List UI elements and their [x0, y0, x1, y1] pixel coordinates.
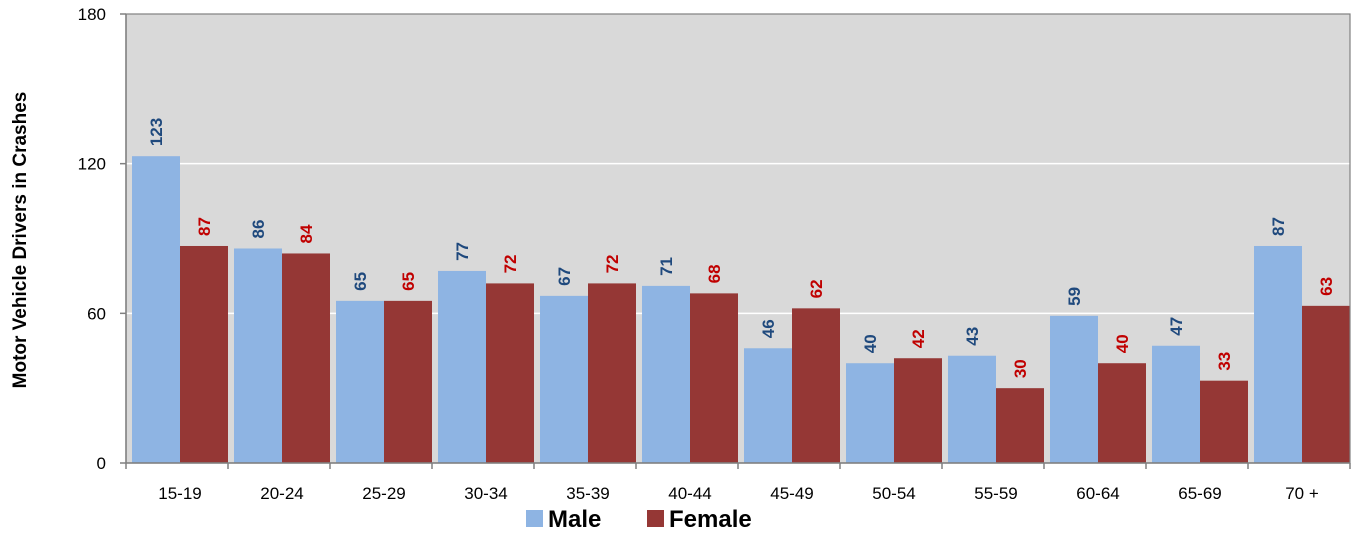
data-label-female: 40	[1113, 334, 1132, 353]
bar-female	[384, 300, 432, 463]
bar-male	[540, 295, 588, 463]
data-label-male: 123	[147, 118, 166, 146]
data-label-male: 65	[351, 272, 370, 291]
data-label-male: 87	[1269, 217, 1288, 236]
x-tick-label: 55-59	[974, 484, 1017, 503]
bar-female	[1200, 380, 1248, 463]
data-label-male: 71	[657, 257, 676, 276]
bar-male	[1050, 315, 1098, 463]
data-label-male: 47	[1167, 317, 1186, 336]
bar-male	[1152, 345, 1200, 463]
data-label-female: 68	[705, 264, 724, 283]
data-label-female: 72	[501, 254, 520, 273]
bar-male	[1254, 245, 1302, 463]
bar-male	[744, 348, 792, 463]
data-label-female: 33	[1215, 352, 1234, 371]
data-label-male: 67	[555, 267, 574, 286]
bar-male	[948, 355, 996, 463]
bar-male	[438, 270, 486, 463]
data-label-female: 30	[1011, 359, 1030, 378]
data-label-female: 84	[297, 224, 316, 243]
bar-female	[894, 358, 942, 463]
y-tick-label: 180	[78, 5, 106, 24]
axes: 0 60 120 180 15-19 20-24 25-29 30-34 35-39 40-44 4…	[78, 5, 1351, 503]
data-label-male: 43	[963, 327, 982, 346]
y-tick-label: 120	[78, 155, 106, 174]
bar-male	[234, 248, 282, 463]
bar-female	[486, 283, 534, 463]
x-tick-label: 25-29	[362, 484, 405, 503]
plot-area	[126, 14, 1350, 463]
bar-female	[180, 245, 228, 463]
data-label-male: 77	[453, 242, 472, 261]
legend: Male Female	[526, 506, 752, 533]
bar-female	[690, 293, 738, 463]
bar-female	[282, 253, 330, 463]
bar-male	[642, 285, 690, 463]
legend-label-male: Male	[548, 506, 601, 533]
data-label-male: 86	[249, 220, 268, 239]
data-label-female: 65	[399, 272, 418, 291]
legend-label-female: Female	[669, 506, 752, 533]
x-tick-label: 40-44	[668, 484, 711, 503]
data-labels: 123 87 86 84 65 65 77 72 67 72 71 68 46 62 40 42 43 30 59 4…	[147, 118, 1336, 378]
data-label-male: 46	[759, 319, 778, 338]
data-label-male: 40	[861, 334, 880, 353]
x-tick-label: 20-24	[260, 484, 303, 503]
data-label-male: 59	[1065, 287, 1084, 306]
y-axis-title: Motor Vehicle Drivers in Crashes	[10, 92, 31, 389]
bar-male	[132, 156, 180, 463]
y-tick-label: 0	[97, 454, 106, 473]
x-tick-label: 45-49	[770, 484, 813, 503]
y-tick-label: 60	[87, 304, 106, 323]
data-label-female: 72	[603, 254, 622, 273]
x-tick-label: 15-19	[158, 484, 201, 503]
x-tick-label: 50-54	[872, 484, 915, 503]
x-tick-label: 35-39	[566, 484, 609, 503]
bar-female	[792, 308, 840, 463]
x-tick-label: 30-34	[464, 484, 507, 503]
data-label-female: 87	[195, 217, 214, 236]
data-label-female: 62	[807, 279, 826, 298]
x-tick-label: 70 +	[1285, 484, 1319, 503]
bar-female	[1302, 305, 1350, 463]
x-tick-label: 60-64	[1076, 484, 1119, 503]
x-tick-label: 65-69	[1178, 484, 1221, 503]
bar-female	[996, 388, 1044, 463]
data-label-female: 42	[909, 329, 928, 348]
legend-swatch-male	[526, 510, 543, 527]
data-label-female: 63	[1317, 277, 1336, 296]
bar-male	[336, 300, 384, 463]
bar-male	[846, 363, 894, 463]
bar-female	[1098, 363, 1146, 463]
legend-swatch-female	[647, 510, 664, 527]
bar-female	[588, 283, 636, 463]
